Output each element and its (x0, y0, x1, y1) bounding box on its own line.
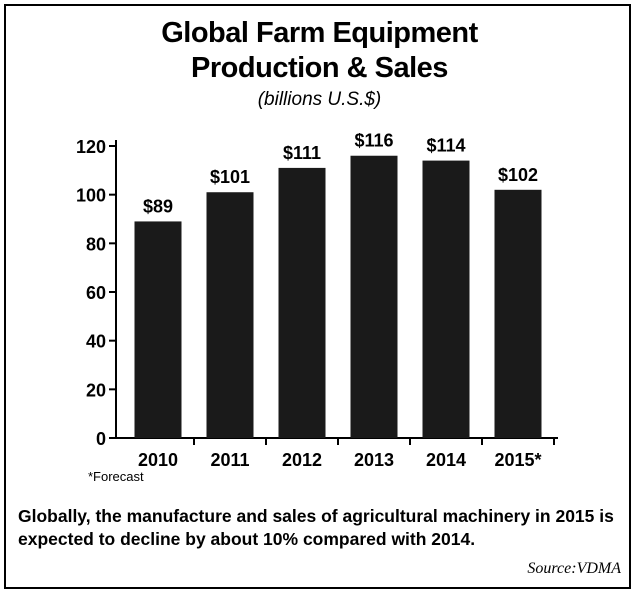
bar-2015* (494, 189, 542, 438)
forecast-footnote: *Forecast (88, 469, 144, 484)
chart-caption: Globally, the manufacture and sales of a… (18, 506, 614, 549)
x-tick-label-2015*: 2015* (494, 450, 541, 470)
bar-2012 (278, 167, 326, 438)
chart-title: Global Farm Equipment (161, 17, 478, 49)
chart-subtitle: (billions U.S.$) (257, 89, 382, 110)
x-tick-label-2014: 2014 (426, 450, 466, 470)
data-label-2013: $116 (354, 131, 393, 151)
y-tick-label-100: 100 (76, 186, 106, 206)
y-tick-label-0: 0 (96, 429, 106, 449)
y-tick-label-120: 120 (76, 137, 106, 157)
data-label-2012: $111 (283, 143, 321, 163)
y-tick-label-20: 20 (86, 380, 106, 400)
bar-2013 (350, 155, 398, 438)
y-tick-label-60: 60 (86, 283, 106, 303)
data-label-2011: $101 (210, 167, 250, 187)
x-tick-label-2013: 2013 (354, 450, 394, 470)
data-label-2015*: $102 (498, 165, 538, 185)
bar-2014 (422, 160, 470, 438)
x-tick-label-2010: 2010 (138, 450, 178, 470)
bar-2010 (134, 221, 182, 438)
source-note: Source:VDMA (527, 560, 621, 577)
data-label-2010: $89 (143, 196, 173, 216)
data-label-2014: $114 (426, 136, 465, 156)
chart-title-line2: Production & Sales (191, 52, 448, 84)
x-tick-label-2011: 2011 (210, 450, 249, 470)
y-tick-label-80: 80 (86, 234, 106, 254)
y-tick-label-40: 40 (86, 332, 106, 352)
bar-2011 (206, 192, 254, 438)
x-tick-label-2012: 2012 (282, 450, 322, 470)
